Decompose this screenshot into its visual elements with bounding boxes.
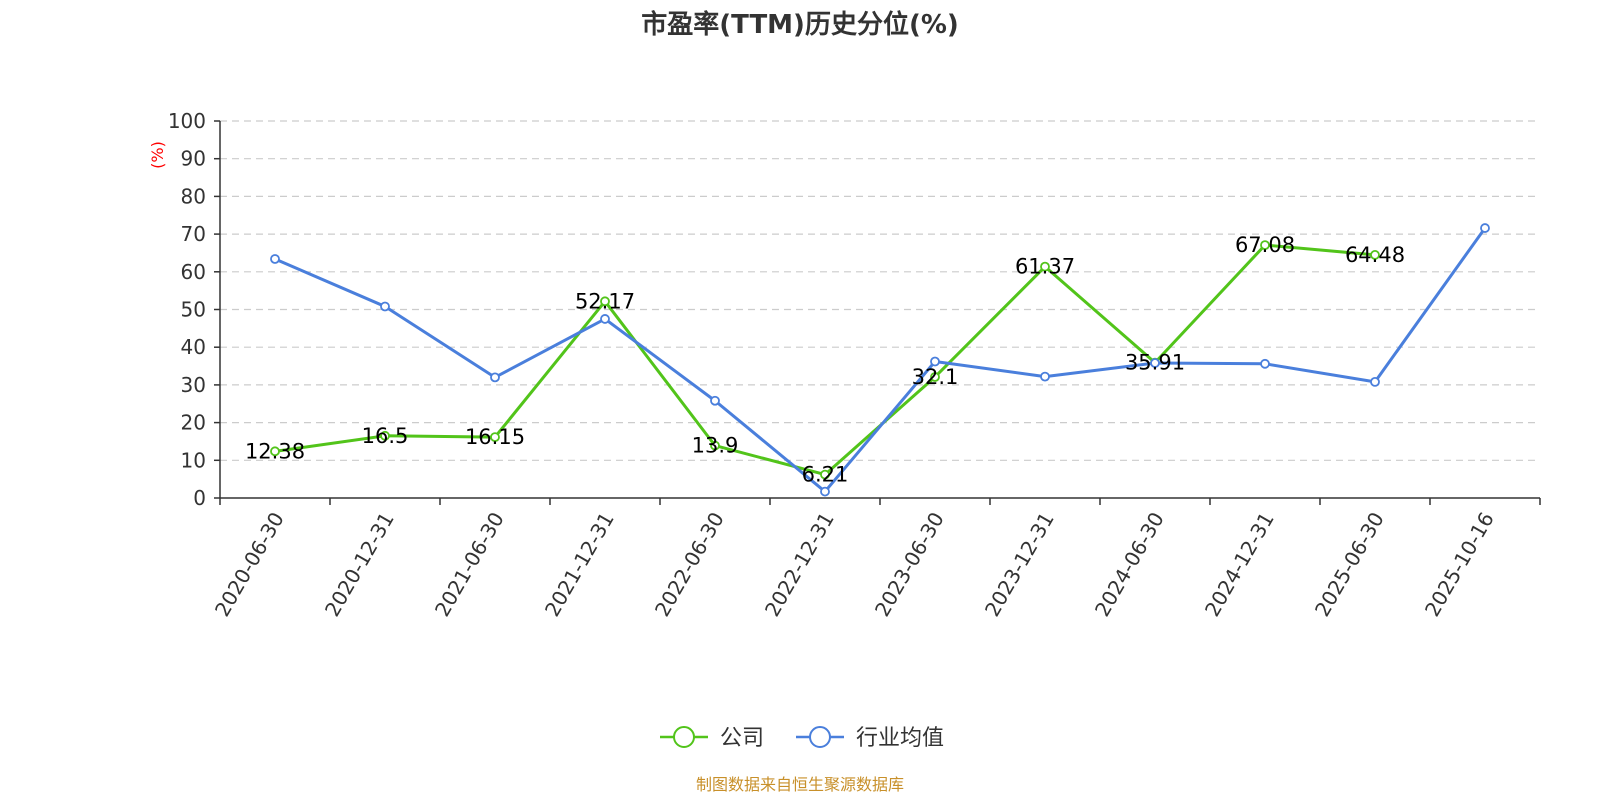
y-axis-label: (%) xyxy=(148,141,167,169)
x-tick-label: 2022-06-30 xyxy=(650,508,729,621)
data-label: 64.48 xyxy=(1345,243,1405,267)
x-tick-label: 2025-10-16 xyxy=(1420,508,1499,621)
data-point xyxy=(490,432,500,443)
data-point xyxy=(600,314,610,324)
chart-title: 市盈率(TTM)历史分位(%) xyxy=(641,9,959,40)
data-label: 61.37 xyxy=(1015,255,1075,279)
y-tick-label: 10 xyxy=(181,448,206,472)
data-point xyxy=(490,372,500,383)
data-point xyxy=(380,430,390,441)
data-point xyxy=(1370,250,1380,260)
legend-label: 公司 xyxy=(720,726,764,751)
data-point xyxy=(1150,358,1160,368)
data-label: 13.9 xyxy=(692,434,739,458)
y-tick-label: 70 xyxy=(181,222,206,246)
y-tick-label: 0 xyxy=(193,486,206,510)
data-label: 16.5 xyxy=(362,424,409,448)
y-tick-label: 60 xyxy=(181,260,206,284)
legend-marker xyxy=(809,726,831,748)
y-tick-label: 80 xyxy=(181,184,206,208)
legend-item-0[interactable]: 公司 xyxy=(660,726,764,751)
y-tick-label: 30 xyxy=(181,373,206,397)
legend-item-1[interactable]: 行业均值 xyxy=(796,726,944,751)
data-point xyxy=(270,446,280,457)
y-tick-label: 40 xyxy=(181,335,206,359)
x-axis-ticks: 2020-06-30 2020-12-31 2021-06-30 2021-12-31… xyxy=(210,498,1541,621)
data-label: 67.08 xyxy=(1235,233,1295,257)
data-point xyxy=(1370,376,1380,387)
source-note: 制图数据来自恒生聚源数据库 xyxy=(696,775,904,794)
x-tick-label: 2024-06-30 xyxy=(1090,508,1169,621)
x-tick-label: 2020-06-30 xyxy=(210,508,289,621)
x-tick-label: 2022-12-31 xyxy=(760,508,839,621)
data-point xyxy=(710,395,720,406)
data-label: 12.38 xyxy=(245,439,305,463)
legend-marker xyxy=(673,726,695,748)
x-tick-label: 2025-06-30 xyxy=(1310,508,1389,621)
data-point xyxy=(820,486,830,497)
series-line-0 xyxy=(274,243,1376,477)
data-labels: 12.38 16.5 16.15 52.17 13.9 6.21 32.1 61.37 35.9… xyxy=(245,233,1405,486)
data-point xyxy=(600,296,610,307)
grid-lines xyxy=(220,120,1540,461)
series-layer xyxy=(270,223,1490,497)
data-point xyxy=(930,356,940,367)
data-label: 16.15 xyxy=(465,425,525,449)
data-point xyxy=(710,440,720,451)
data-point xyxy=(930,372,940,382)
data-label: 6.21 xyxy=(802,463,849,487)
data-point xyxy=(1040,371,1050,382)
data-label: 52.17 xyxy=(575,289,635,313)
y-tick-label: 50 xyxy=(181,298,206,322)
series-line-1 xyxy=(274,227,1487,494)
legend-label: 行业均值 xyxy=(856,726,944,751)
data-point xyxy=(270,254,280,264)
data-point xyxy=(820,469,830,480)
x-tick-label: 2023-12-31 xyxy=(980,508,1059,621)
data-point xyxy=(380,301,390,312)
x-tick-label: 2020-12-31 xyxy=(320,508,399,621)
x-tick-label: 2024-12-31 xyxy=(1200,508,1279,621)
data-point xyxy=(1260,358,1270,369)
y-tick-label: 100 xyxy=(168,109,206,133)
legend[interactable]: 公司 行业均值 xyxy=(660,726,944,751)
y-tick-label: 20 xyxy=(181,411,206,435)
data-label: 32.1 xyxy=(912,365,959,389)
data-point xyxy=(1480,223,1490,233)
x-tick-label: 2021-06-30 xyxy=(430,508,509,621)
x-tick-label: 2023-06-30 xyxy=(870,508,949,621)
y-axis-ticks: 0 10 20 30 40 50 60 70 80 90 100 xyxy=(168,109,220,510)
data-point xyxy=(1260,240,1270,251)
data-point xyxy=(1040,261,1050,272)
y-tick-label: 90 xyxy=(181,147,206,171)
data-label: 35.91 xyxy=(1125,351,1185,375)
x-tick-label: 2021-12-31 xyxy=(540,508,619,621)
